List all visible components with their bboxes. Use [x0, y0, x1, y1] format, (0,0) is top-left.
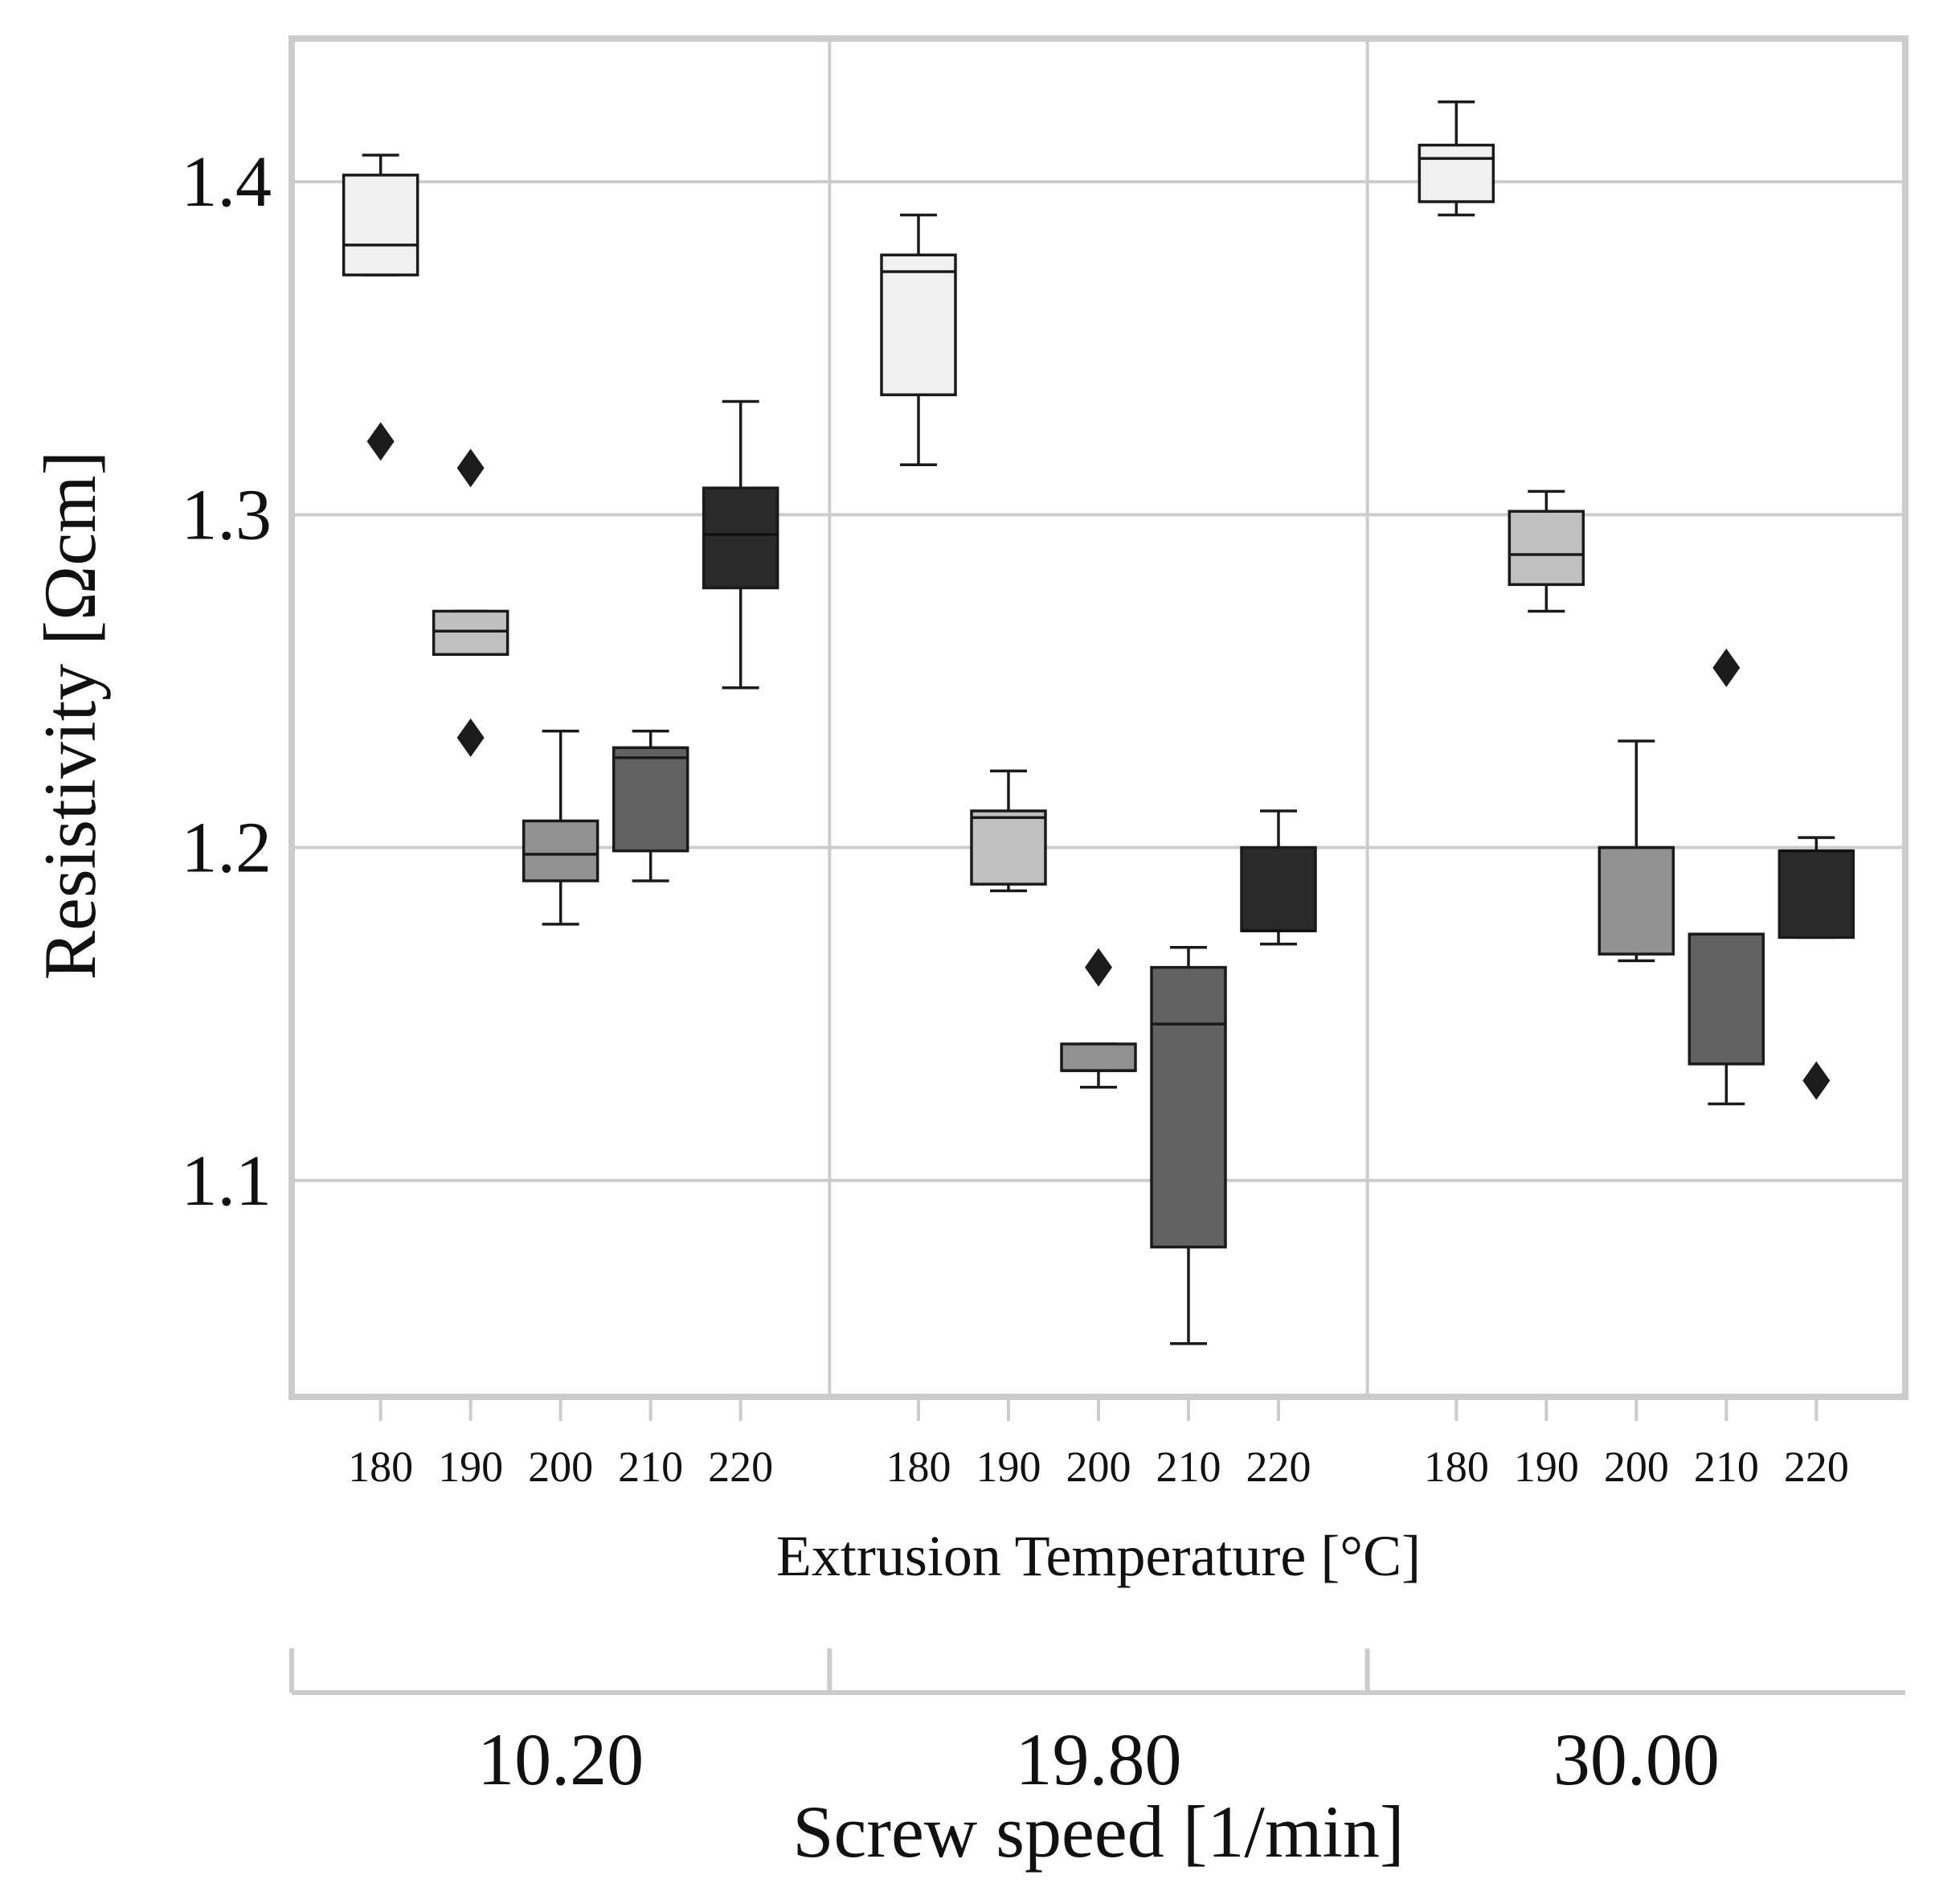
plot-frame	[288, 35, 1908, 1400]
x-tick-label: 200	[1604, 1443, 1669, 1491]
x-tick-label: 180	[348, 1443, 413, 1491]
x-axis-label: Extrusion Temperature [°C]	[776, 1524, 1421, 1588]
x-tick-label: 190	[1514, 1443, 1579, 1491]
outlier-point	[456, 448, 485, 488]
box-body	[522, 819, 599, 882]
outlier-point	[1085, 948, 1112, 987]
y-tick-label: 1.4	[182, 142, 272, 222]
y-tick-label: 1.1	[182, 1141, 272, 1221]
outlier-point	[1802, 1061, 1831, 1100]
y-axis-label: Resistivity [Ωcm]	[29, 451, 111, 981]
x-tick-label: 210	[618, 1443, 683, 1491]
box-body	[1508, 510, 1585, 587]
box-30.00-180	[1418, 100, 1495, 217]
box-body	[880, 253, 957, 396]
y-tick-labels: 1.1 1.2 1.3 1.4	[182, 142, 272, 1221]
box-10.20-220	[702, 399, 779, 690]
group-label-19.80: 19.80	[1016, 1718, 1182, 1800]
box-30.00-200	[1598, 739, 1675, 963]
box-body	[1418, 143, 1495, 203]
x-tick-label: 200	[1066, 1443, 1131, 1491]
box-30.00-220	[1778, 836, 1855, 1100]
group-axis-label: Screw speed [1/min]	[792, 1791, 1404, 1873]
box-19.80-210	[1150, 946, 1227, 1345]
y-tick-label: 1.3	[182, 475, 272, 555]
outlier-point	[366, 422, 395, 461]
box-10.20-200	[522, 729, 599, 926]
group-label-10.20: 10.20	[477, 1718, 644, 1800]
box-19.80-220	[1240, 809, 1317, 946]
x-tick-label: 180	[886, 1443, 951, 1491]
x-tick-label: 200	[528, 1443, 593, 1491]
box-19.80-190	[970, 769, 1047, 893]
box-10.20-180	[342, 154, 419, 461]
box-body	[1060, 1042, 1137, 1072]
box-body	[1240, 846, 1317, 932]
box-19.80-180	[880, 213, 957, 466]
box-body	[1688, 932, 1765, 1066]
x-tick-label: 220	[1246, 1443, 1311, 1491]
box-body	[342, 174, 419, 276]
x-tick-labels: 180 190 200 210 220 180 190 200 210 220 180 190 200 2…	[348, 1400, 1849, 1491]
outlier-point	[456, 718, 485, 757]
x-tick-label: 180	[1424, 1443, 1489, 1491]
outlier-point	[1712, 648, 1741, 687]
box-body	[1150, 965, 1227, 1249]
x-tick-label: 220	[708, 1443, 773, 1491]
x-tick-label: 190	[438, 1443, 503, 1491]
boxes	[342, 100, 1855, 1345]
x-tick-label: 210	[1694, 1443, 1759, 1491]
x-tick-label: 220	[1784, 1443, 1849, 1491]
box-10.20-210	[612, 729, 689, 882]
y-tick-label: 1.2	[182, 809, 272, 888]
x-tick-label: 190	[976, 1443, 1041, 1491]
box-30.00-190	[1508, 489, 1585, 613]
box-body	[612, 746, 689, 853]
group-label-30.00: 30.00	[1553, 1718, 1720, 1800]
x-tick-label: 210	[1156, 1443, 1221, 1491]
box-body	[1778, 849, 1855, 940]
box-body	[432, 609, 509, 657]
box-10.20-190	[432, 448, 509, 757]
box-body	[1598, 846, 1675, 956]
box-body	[970, 809, 1047, 886]
group-axis: 10.20 19.80 30.00	[289, 1648, 1905, 1800]
grid-lines	[292, 39, 1905, 1397]
box-30.00-210	[1688, 648, 1765, 1106]
box-19.80-200	[1060, 948, 1137, 1089]
box-body	[702, 486, 779, 590]
